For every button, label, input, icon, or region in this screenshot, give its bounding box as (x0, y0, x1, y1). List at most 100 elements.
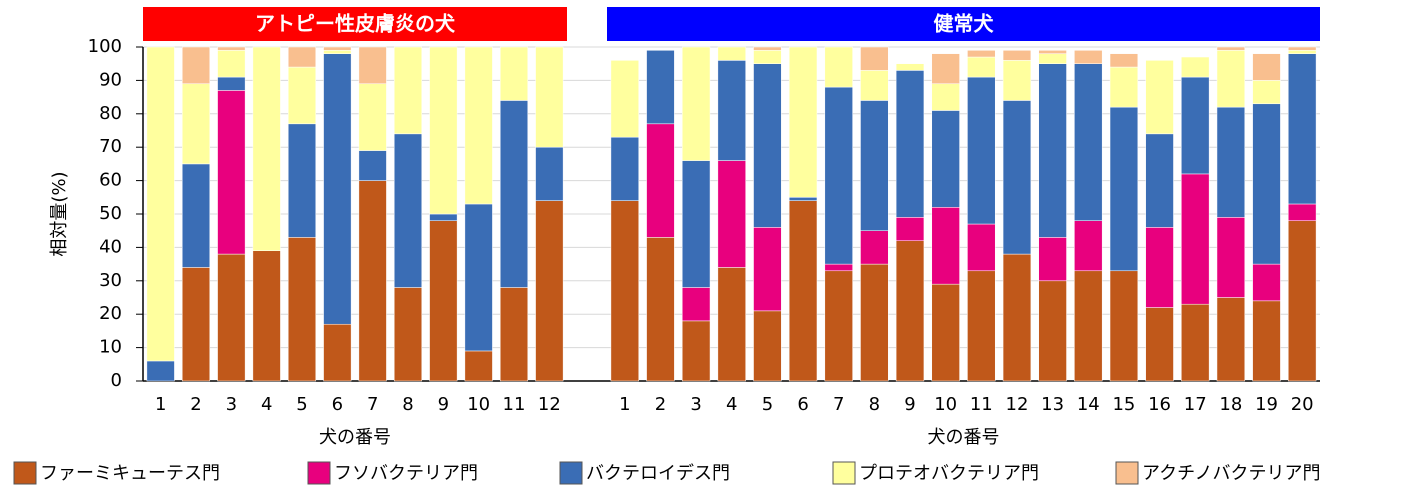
legend-swatch (13, 461, 37, 485)
bar-segment: フソバクテリア門 (931, 207, 960, 285)
bar-segment: フソバクテリア門 (967, 223, 996, 272)
x-tick-label: 5 (296, 394, 307, 415)
bar-segment: アクチノバクテリア門 (1252, 53, 1281, 81)
bar-segment: バクテロイデス門 (499, 100, 529, 288)
y-tick-label: 100 (88, 36, 122, 57)
x-tick-label: 12 (538, 394, 561, 415)
bar-segment: ファーミキューテス門 (967, 270, 996, 382)
bar-segment: プロテオバクテリア門 (393, 46, 423, 135)
x-tick-label: 7 (367, 394, 378, 415)
bar-segment: プロテオバクテリア門 (252, 46, 281, 251)
x-tick-label: 4 (261, 394, 272, 415)
legend-swatch (559, 461, 583, 485)
bar-segment: バクテロイデス門 (323, 53, 352, 325)
bar-segment: バクテロイデス門 (895, 70, 925, 218)
x-tick-label: 12 (1006, 394, 1029, 415)
x-axis-label: 犬の番号 (928, 427, 1000, 448)
bar-segment: フソバクテリア門 (1216, 217, 1246, 298)
title-banner (143, 7, 567, 41)
bar-segment: ファーミキューテス門 (717, 267, 746, 382)
y-tick-label: 30 (99, 270, 122, 291)
bar-segment: バクテロイデス門 (824, 86, 853, 265)
x-tick-label: 1 (619, 394, 630, 415)
y-tick-label: 60 (99, 170, 122, 191)
bar-segment: フソバクテリア門 (1252, 263, 1281, 302)
x-tick-label: 9 (904, 394, 915, 415)
x-tick-label: 7 (833, 394, 844, 415)
bar-segment: ファーミキューテス門 (895, 240, 925, 382)
bar-segment: アクチノバクテリア門 (358, 46, 387, 84)
bar-segment: フソバクテリア門 (1288, 203, 1317, 221)
bar-segment: ファーミキューテス門 (287, 237, 317, 382)
x-tick-label: 8 (402, 394, 413, 415)
bar-segment: バクテロイデス門 (1074, 63, 1103, 221)
bar-segment: ファーミキューテス門 (252, 250, 281, 382)
bar-segment: アクチノバクテリア門 (217, 46, 246, 51)
bar-segment: プロテオバクテリア門 (181, 83, 211, 165)
bar-segment: プロテオバクテリア門 (1002, 60, 1032, 101)
y-tick-label: 20 (99, 303, 122, 324)
bar-segment: ファーミキューテス門 (464, 350, 493, 382)
y-tick-label: 10 (99, 337, 122, 358)
bar-segment: バクテロイデス門 (1038, 63, 1067, 238)
bar-segment: フソバクテリア門 (1145, 227, 1174, 308)
bar-segment: アクチノバクテリア門 (753, 46, 782, 51)
bar-segment: バクテロイデス門 (464, 203, 493, 352)
bar-segment: フソバクテリア門 (681, 287, 711, 322)
x-tick-label: 15 (1112, 394, 1135, 415)
bar-segment: バクテロイデス門 (1216, 106, 1246, 218)
bar-segment: ファーミキューテス門 (753, 310, 782, 382)
bar-segment: プロテオバクテリア門 (1252, 80, 1281, 105)
bar-segment: バクテロイデス門 (1252, 103, 1281, 265)
bar-segment: アクチノバクテリア門 (1074, 50, 1103, 64)
bar-segment: ファーミキューテス門 (1109, 270, 1139, 382)
bar-segment: プロテオバクテリア門 (860, 70, 889, 101)
bar-segment: バクテロイデス門 (967, 76, 996, 225)
y-tick-label: 0 (111, 370, 122, 391)
bar-segment: バクテロイデス門 (646, 50, 675, 125)
bar-segment: バクテロイデス門 (1109, 106, 1139, 272)
y-tick-label: 50 (99, 203, 122, 224)
legend-swatch (307, 461, 331, 485)
bar-segment: プロテオバクテリア門 (535, 46, 564, 148)
bar-segment: フソバクテリア門 (1038, 237, 1067, 282)
bar-segment: プロテオバクテリア門 (824, 46, 853, 88)
bar-segment: アクチノバクテリア門 (287, 46, 317, 68)
bar-segment: フソバクテリア門 (217, 90, 246, 255)
x-tick-label: 20 (1291, 394, 1314, 415)
bar-segment: プロテオバクテリア門 (358, 83, 387, 151)
bar-segment: ファーミキューテス門 (323, 323, 352, 382)
bar-segment: フソバクテリア門 (1074, 220, 1103, 272)
panel-title: アトピー性皮膚炎の犬 (255, 12, 456, 36)
legend-label: フソバクテリア門 (334, 463, 478, 484)
bar-segment: ファーミキューテス門 (1002, 253, 1032, 382)
x-tick-label: 14 (1077, 394, 1100, 415)
x-tick-label: 13 (1041, 394, 1064, 415)
bar-segment: ファーミキューテス門 (646, 237, 675, 382)
y-tick-label: 80 (99, 103, 122, 124)
bar-segment: ファーミキューテス門 (1216, 297, 1246, 382)
bar-segment: ファーミキューテス門 (788, 200, 818, 382)
bar-segment: プロテオバクテリア門 (1288, 50, 1317, 54)
bar-segment: ファーミキューテス門 (824, 270, 853, 382)
legend-swatch (1115, 461, 1139, 485)
y-tick-label: 40 (99, 236, 122, 257)
bar-segment: プロテオバクテリア門 (1038, 53, 1067, 64)
bar-segment: バクテロイデス門 (429, 213, 458, 221)
bar-segment: バクテロイデス門 (788, 197, 818, 201)
bar-segment: バクテロイデス門 (860, 100, 889, 231)
bar-segment: アクチノバクテリア門 (967, 50, 996, 58)
bar-segment: バクテロイデス門 (610, 136, 639, 201)
x-axis-label: 犬の番号 (319, 427, 391, 448)
y-tick-label: 70 (99, 136, 122, 157)
bar-segment: ファーミキューテス門 (535, 200, 564, 382)
x-tick-label: 3 (690, 394, 701, 415)
panel-title: 健常犬 (934, 12, 995, 36)
x-tick-label: 11 (503, 394, 526, 415)
bar-segment: ファーミキューテス門 (1181, 303, 1210, 382)
x-tick-label: 10 (934, 394, 957, 415)
bar-segment: プロテオバクテリア門 (499, 46, 529, 101)
bar-segment: フソバクテリア門 (753, 227, 782, 312)
bar-segment: バクテロイデス門 (217, 76, 246, 91)
bar-segment: フソバクテリア門 (824, 263, 853, 272)
